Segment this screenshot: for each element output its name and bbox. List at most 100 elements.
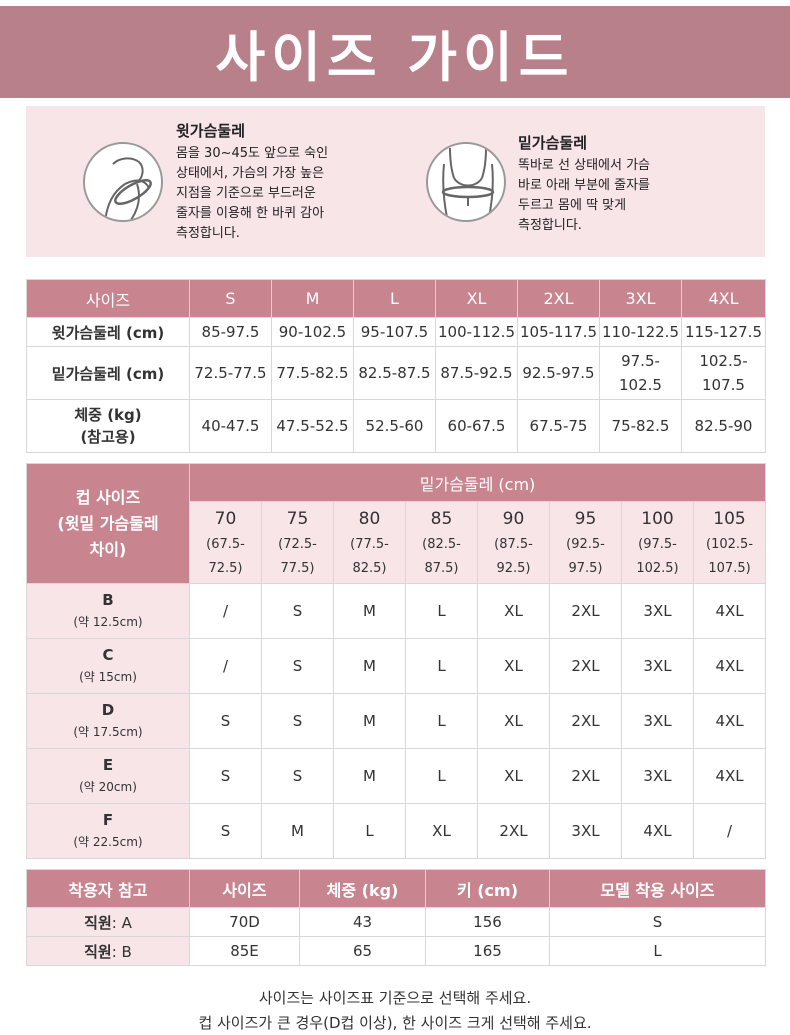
size-table-header: 사이즈 S M L XL 2XL 3XL 4XL	[26, 279, 766, 318]
upper-bust-guide: 윗가슴둘레 몸을 30~45도 앞으로 숙인 상태에서, 가슴의 가장 높은 지…	[26, 106, 396, 257]
band-cell: 80 (77.5- 82.5)	[333, 501, 406, 584]
table-cell: M	[333, 693, 406, 749]
table-cell: S	[261, 638, 334, 694]
page-banner: 사이즈 가이드	[0, 6, 790, 98]
cup-row-label: E (약 20cm)	[26, 748, 190, 804]
table-cell: L	[405, 638, 478, 694]
row-label-weight: 체중 (kg) (참고용)	[26, 399, 190, 453]
table-row: 직원: A 70D 43 156 S	[26, 907, 766, 937]
size-header-label: 사이즈	[26, 279, 190, 318]
table-cell: 156	[425, 907, 550, 937]
table-cell: 4XL	[692, 638, 767, 694]
table-cell: 2XL	[477, 803, 550, 859]
table-cell: 95-107.5	[353, 317, 436, 347]
table-cell: 40-47.5	[189, 399, 272, 453]
table-cell: XL	[477, 748, 550, 804]
table-cell: XL	[477, 583, 550, 639]
cup-size-corner-label: 컵 사이즈 (윗밑 가슴둘레 차이)	[26, 463, 190, 584]
table-cell: 47.5-52.5	[271, 399, 354, 453]
table-cell: 4XL	[621, 803, 694, 859]
table-cell: 60-67.5	[435, 399, 518, 453]
size-header-cell: M	[271, 279, 354, 318]
table-cell: S	[261, 748, 334, 804]
table-cell: XL	[477, 693, 550, 749]
under-bust-figure-icon	[426, 142, 506, 222]
table-cell: 4XL	[692, 748, 767, 804]
row-label-upper-bust: 윗가슴둘레 (cm)	[26, 317, 190, 347]
table-cell: 2XL	[549, 748, 622, 804]
cup-size-table: 컵 사이즈 (윗밑 가슴둘레 차이) 밑가슴둘레 (cm) 70 (67.5- 72…	[26, 463, 767, 859]
footer-note-2: 컵 사이즈가 큰 경우(D컵 이상), 한 사이즈 크게 선택해 주세요.	[198, 1014, 592, 1032]
table-cell: 82.5-90	[681, 399, 766, 453]
table-cell: 2XL	[549, 583, 622, 639]
table-cell: 3XL	[621, 638, 694, 694]
band-cell: 70 (67.5- 72.5)	[189, 501, 262, 584]
size-header-cell: 3XL	[599, 279, 682, 318]
band-cell: 100 (97.5- 102.5)	[621, 501, 694, 584]
table-cell: 100-112.5	[435, 317, 518, 347]
cup-row-label: F (약 22.5cm)	[26, 803, 190, 859]
table-cell: 72.5-77.5	[189, 346, 272, 400]
measurement-guide: 윗가슴둘레 몸을 30~45도 앞으로 숙인 상태에서, 가슴의 가장 높은 지…	[26, 106, 765, 257]
header-cell: 체중 (kg)	[299, 869, 426, 908]
size-header-cell: 4XL	[681, 279, 766, 318]
table-row: 체중 (kg) (참고용) 40-47.5 47.5-52.5 52.5-60 …	[26, 399, 766, 453]
table-cell: S	[189, 803, 262, 859]
table-cell: M	[261, 803, 334, 859]
table-cell: 165	[425, 936, 550, 966]
table-cell: S	[189, 748, 262, 804]
band-cell: 95 (92.5- 97.5)	[549, 501, 622, 584]
cup-table-header: 컵 사이즈 (윗밑 가슴둘레 차이) 밑가슴둘레 (cm)	[26, 463, 767, 584]
size-header-cell: XL	[435, 279, 518, 318]
cup-row-label: B (약 12.5cm)	[26, 583, 190, 639]
upper-bust-title: 윗가슴둘레	[176, 122, 246, 140]
table-cell: 115-127.5	[681, 317, 766, 347]
cup-row-label: D (약 17.5cm)	[26, 693, 190, 749]
table-cell: S	[549, 907, 766, 937]
table-cell: S	[261, 583, 334, 639]
table-cell: 110-122.5	[599, 317, 682, 347]
upper-bust-figure-icon	[83, 142, 163, 222]
band-cell: 85 (82.5- 87.5)	[405, 501, 478, 584]
table-cell: 90-102.5	[271, 317, 354, 347]
table-cell: 43	[299, 907, 426, 937]
table-cell: 3XL	[549, 803, 622, 859]
under-bust-description: 똑바로 선 상태에서 가슴 바로 아래 부분에 줄자를 두르고 몸에 딱 맞게 …	[518, 158, 650, 233]
footer-note-1: 사이즈는 사이즈표 기준으로 선택해 주세요.	[258, 989, 532, 1007]
size-header-cell: L	[353, 279, 436, 318]
table-cell: 70D	[189, 907, 300, 937]
table-row: B (약 12.5cm) / S M L XL 2XL 3XL 4XL	[26, 583, 767, 639]
table-row: 직원: B 85E 65 165 L	[26, 936, 766, 966]
table-cell: L	[333, 803, 406, 859]
table-cell: M	[333, 748, 406, 804]
under-bust-guide: 밑가슴둘레 똑바로 선 상태에서 가슴 바로 아래 부분에 줄자를 두르고 몸에…	[396, 106, 765, 257]
wearer-reference-table: 착용자 참고 사이즈 체중 (kg) 키 (cm) 모델 착용 사이즈 직원: …	[26, 869, 766, 966]
table-cell: L	[405, 583, 478, 639]
table-cell: 97.5- 102.5	[599, 346, 682, 400]
table-cell: 65	[299, 936, 426, 966]
table-cell: 85E	[189, 936, 300, 966]
table-cell: 77.5-82.5	[271, 346, 354, 400]
table-cell: S	[189, 693, 262, 749]
table-cell: /	[189, 638, 262, 694]
wearer-table-header: 착용자 참고 사이즈 체중 (kg) 키 (cm) 모델 착용 사이즈	[26, 869, 766, 908]
table-cell: 85-97.5	[189, 317, 272, 347]
table-cell: M	[333, 583, 406, 639]
table-cell: M	[333, 638, 406, 694]
row-label-under-bust: 밑가슴둘레 (cm)	[26, 346, 190, 400]
band-cell: 90 (87.5- 92.5)	[477, 501, 550, 584]
size-header-cell: S	[189, 279, 272, 318]
band-cell: 105 (102.5- 107.5)	[692, 501, 767, 584]
table-cell: /	[189, 583, 262, 639]
table-row: 밑가슴둘레 (cm) 72.5-77.5 77.5-82.5 82.5-87.5…	[26, 346, 766, 400]
under-bust-header: 밑가슴둘레 (cm)	[188, 463, 767, 502]
table-row: D (약 17.5cm) S S M L XL 2XL 3XL 4XL	[26, 693, 767, 749]
band-cell: 75 (72.5- 77.5)	[261, 501, 334, 584]
table-row: E (약 20cm) S S M L XL 2XL 3XL 4XL	[26, 748, 767, 804]
table-cell: 82.5-87.5	[353, 346, 436, 400]
table-cell: 52.5-60	[353, 399, 436, 453]
table-cell: 4XL	[692, 583, 767, 639]
header-cell: 착용자 참고	[26, 869, 190, 908]
cup-row-label: C (약 15cm)	[26, 638, 190, 694]
wearer-label: 직원: A	[26, 907, 190, 937]
